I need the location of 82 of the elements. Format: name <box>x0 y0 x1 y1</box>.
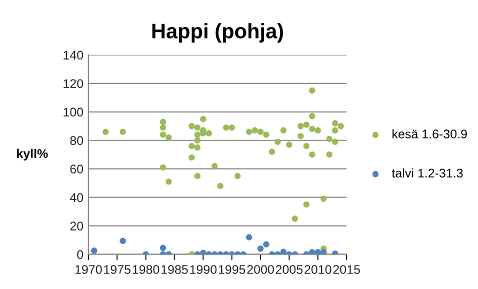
point <box>102 128 109 135</box>
point <box>309 126 316 132</box>
point <box>257 128 264 135</box>
point <box>194 132 201 138</box>
y-tick-label: 0 <box>77 250 84 259</box>
point <box>166 178 172 185</box>
y-tick-label: 120 <box>64 79 84 88</box>
point <box>320 249 327 254</box>
point <box>298 123 304 130</box>
point <box>188 154 195 161</box>
point <box>309 87 316 94</box>
point <box>166 134 172 141</box>
point <box>188 142 195 150</box>
x-tick-label: 2005 <box>276 265 303 274</box>
point <box>160 118 166 125</box>
point <box>160 124 166 131</box>
point <box>194 144 201 151</box>
point <box>120 128 126 135</box>
point <box>314 127 321 134</box>
point <box>332 138 338 145</box>
point <box>188 123 195 130</box>
point <box>274 138 281 145</box>
point <box>326 136 332 142</box>
y-tick-label: 80 <box>70 136 84 146</box>
point <box>217 182 224 190</box>
point <box>257 246 264 252</box>
point <box>332 127 338 134</box>
point <box>314 249 321 254</box>
point <box>332 120 338 126</box>
point <box>252 127 258 134</box>
point <box>206 130 212 136</box>
point <box>194 137 201 144</box>
point <box>263 241 270 248</box>
point <box>234 172 241 180</box>
x-tick-label: 1970 <box>75 265 102 274</box>
point <box>338 123 344 130</box>
point <box>160 132 166 138</box>
point <box>320 196 327 202</box>
point <box>309 113 316 120</box>
chart-title: Happi (pohja) <box>152 23 284 43</box>
point <box>326 152 332 158</box>
point <box>212 162 218 170</box>
point <box>280 248 287 254</box>
x-tick-label: 2010 <box>304 265 332 274</box>
x-tick-label: 1990 <box>190 265 217 274</box>
point <box>303 122 310 128</box>
x-tick-label: 1975 <box>104 265 130 274</box>
point <box>228 124 235 131</box>
y-tick-label: 100 <box>64 108 84 117</box>
x-tick-label: 1980 <box>132 265 160 274</box>
legend-label: talvi 1.2-31.3 <box>392 168 463 178</box>
x-tick-label: 2015 <box>333 265 360 274</box>
point <box>200 250 206 254</box>
point <box>286 142 292 148</box>
x-tick-label: 1985 <box>162 265 188 274</box>
point <box>292 216 298 222</box>
point <box>160 244 166 252</box>
point <box>309 249 316 254</box>
point <box>200 116 206 122</box>
y-axis-title: kyll% <box>17 148 48 160</box>
y-tick-label: 40 <box>70 193 84 202</box>
point <box>194 124 201 131</box>
y-tick-label: 140 <box>64 50 84 60</box>
point <box>222 124 230 131</box>
point <box>280 127 287 134</box>
point <box>309 152 316 158</box>
point <box>268 148 276 155</box>
point <box>246 128 252 135</box>
point <box>91 248 98 254</box>
point <box>303 201 310 208</box>
legend-label: kesä 1.6-30.9 <box>392 129 467 138</box>
point <box>194 172 201 180</box>
point <box>246 234 252 240</box>
point <box>263 132 270 138</box>
point <box>298 132 304 140</box>
x-tick-label: 1995 <box>218 265 246 274</box>
x-tick-label: 2000 <box>247 265 274 274</box>
point <box>120 238 126 244</box>
point <box>303 142 310 150</box>
point <box>160 164 166 171</box>
y-tick-label: 60 <box>70 164 84 174</box>
y-tick-label: 20 <box>70 222 84 230</box>
